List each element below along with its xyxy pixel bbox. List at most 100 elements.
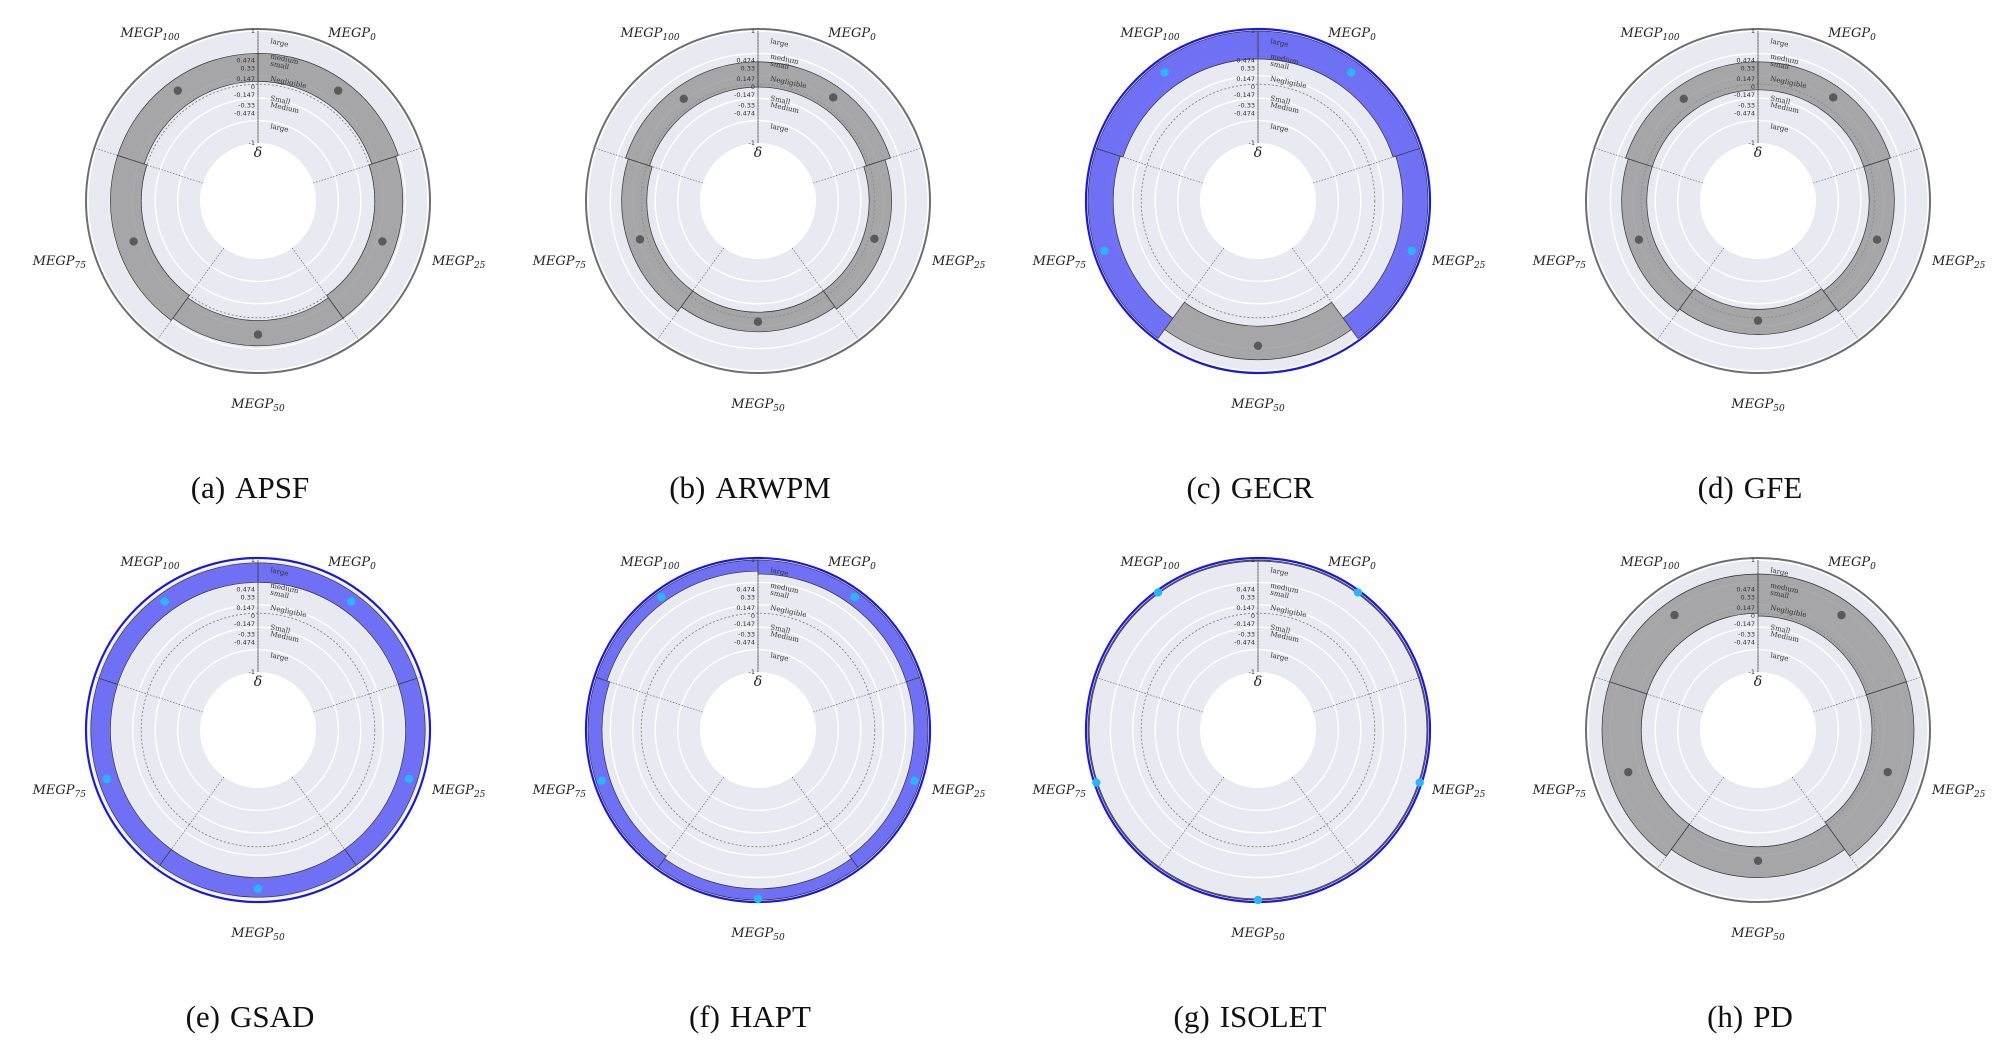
tick-label: 0.33 — [741, 65, 755, 73]
point-megp0 — [1829, 93, 1838, 102]
category-label: MEGP100 — [1619, 26, 1679, 43]
tick-label: 0.474 — [236, 585, 255, 593]
sector-divider — [1791, 247, 1859, 339]
tick-label: 1 — [1751, 556, 1755, 564]
caption-title: ARWPM — [715, 470, 831, 505]
point-megp25 — [870, 234, 879, 244]
sector-divider — [1596, 677, 1703, 713]
tick-label: -0.474 — [234, 639, 255, 647]
category-label: MEGP0 — [827, 555, 876, 572]
sector-divider — [1596, 148, 1703, 184]
point-megp100 — [160, 597, 169, 606]
tick-label: 0.147 — [1736, 75, 1755, 83]
chart-panel-hapt: 1 0.474 0.33 0.147 0 -0.147 -0.33 -0.474 -1 large… — [500, 529, 1000, 1058]
sector-divider — [1096, 148, 1203, 184]
panel-caption: (c) GECR — [1000, 470, 1500, 506]
panel-caption: (a) APSF — [0, 470, 500, 506]
category-label: MEGP50 — [1730, 397, 1785, 414]
tick-label: -1 — [1749, 139, 1755, 147]
tick-label: 0.474 — [736, 56, 755, 64]
tick-label: -0.147 — [1234, 620, 1255, 628]
point-megp25 — [1415, 778, 1424, 787]
category-label: MEGP50 — [230, 397, 285, 414]
tick-label: -1 — [1249, 668, 1255, 676]
point-megp100 — [1670, 610, 1679, 620]
sector-divider — [1291, 776, 1359, 868]
effect-label: large — [1770, 122, 1790, 134]
category-label: MEGP50 — [1230, 926, 1285, 943]
sector-divider — [813, 148, 920, 184]
point-megp100 — [1160, 68, 1169, 77]
tick-label: -0.474 — [1734, 639, 1755, 647]
tick-label: -0.474 — [1234, 639, 1255, 647]
category-label: MEGP25 — [431, 783, 486, 800]
sector-divider — [657, 776, 725, 868]
sector-divider — [1791, 776, 1859, 868]
outer-ring — [1585, 557, 1931, 903]
caption-tag: (h) — [1707, 999, 1744, 1034]
tick-label: 1 — [751, 27, 755, 35]
category-label: MEGP75 — [532, 254, 587, 271]
sector-divider — [596, 677, 703, 713]
point-megp0 — [1837, 610, 1846, 620]
caption-tag: (g) — [1173, 999, 1210, 1034]
effect-label: small — [770, 589, 791, 601]
category-label: MEGP75 — [1532, 783, 1587, 800]
tick-label: 0.147 — [1236, 75, 1255, 83]
point-megp50 — [253, 884, 263, 893]
sector-divider — [596, 148, 703, 184]
category-label: MEGP0 — [1327, 26, 1376, 43]
tick-label: 0.474 — [1236, 585, 1255, 593]
category-label: MEGP75 — [532, 783, 587, 800]
caption-tag: (f) — [689, 999, 721, 1034]
tick-label: -0.474 — [1234, 110, 1255, 118]
sector-divider — [1657, 776, 1725, 868]
category-label: MEGP50 — [230, 926, 285, 943]
effect-label: large — [1270, 566, 1290, 578]
sector-divider — [1157, 247, 1225, 339]
tick-label: -0.474 — [1734, 110, 1755, 118]
chart-panel-apsf: 1 0.474 0.33 0.147 0 -0.147 -0.33 -0.474 -1 large… — [0, 0, 500, 529]
tick-label: 0.147 — [736, 75, 755, 83]
effect-label: small — [1770, 60, 1791, 72]
point-megp50 — [253, 330, 263, 339]
effect-label: large — [1270, 651, 1290, 663]
point-megp0 — [850, 592, 859, 602]
point-megp25 — [378, 237, 387, 246]
tick-label: -0.147 — [734, 620, 755, 628]
tick-label: 0 — [251, 83, 255, 91]
tick-label: 1 — [251, 27, 255, 35]
sector-divider — [1291, 247, 1359, 339]
tick-label: -0.147 — [234, 620, 255, 628]
effect-label: large — [770, 37, 790, 49]
tick-label: 0.147 — [236, 75, 255, 83]
tick-label: 0 — [251, 612, 255, 620]
point-megp100 — [679, 94, 688, 104]
point-megp75 — [129, 237, 138, 246]
tick-label: -0.33 — [1738, 101, 1755, 109]
tick-label: 0.147 — [1236, 604, 1255, 612]
tick-label: 0 — [1251, 83, 1255, 91]
center-hole — [1200, 143, 1316, 259]
tick-label: -1 — [1249, 139, 1255, 147]
effect-label: large — [1770, 566, 1790, 578]
category-label: MEGP75 — [32, 783, 87, 800]
category-label: MEGP100 — [119, 26, 179, 43]
category-label: MEGP25 — [431, 254, 486, 271]
effect-label: large — [1270, 122, 1290, 134]
point-megp25 — [1407, 246, 1416, 256]
tick-label: 1 — [1751, 27, 1755, 35]
tick-label: 0.147 — [1736, 604, 1755, 612]
effect-label: large — [270, 37, 290, 49]
tick-label: 0.33 — [1241, 65, 1255, 73]
point-megp0 — [1353, 588, 1363, 597]
category-label: MEGP75 — [32, 254, 87, 271]
caption-title: APSF — [235, 470, 310, 505]
panel-caption: (d) GFE — [1500, 470, 2000, 506]
category-label: MEGP50 — [730, 926, 785, 943]
sector-divider — [157, 247, 225, 339]
center-hole — [1200, 672, 1316, 788]
sector-divider — [313, 677, 420, 713]
sector-divider — [1157, 776, 1225, 868]
